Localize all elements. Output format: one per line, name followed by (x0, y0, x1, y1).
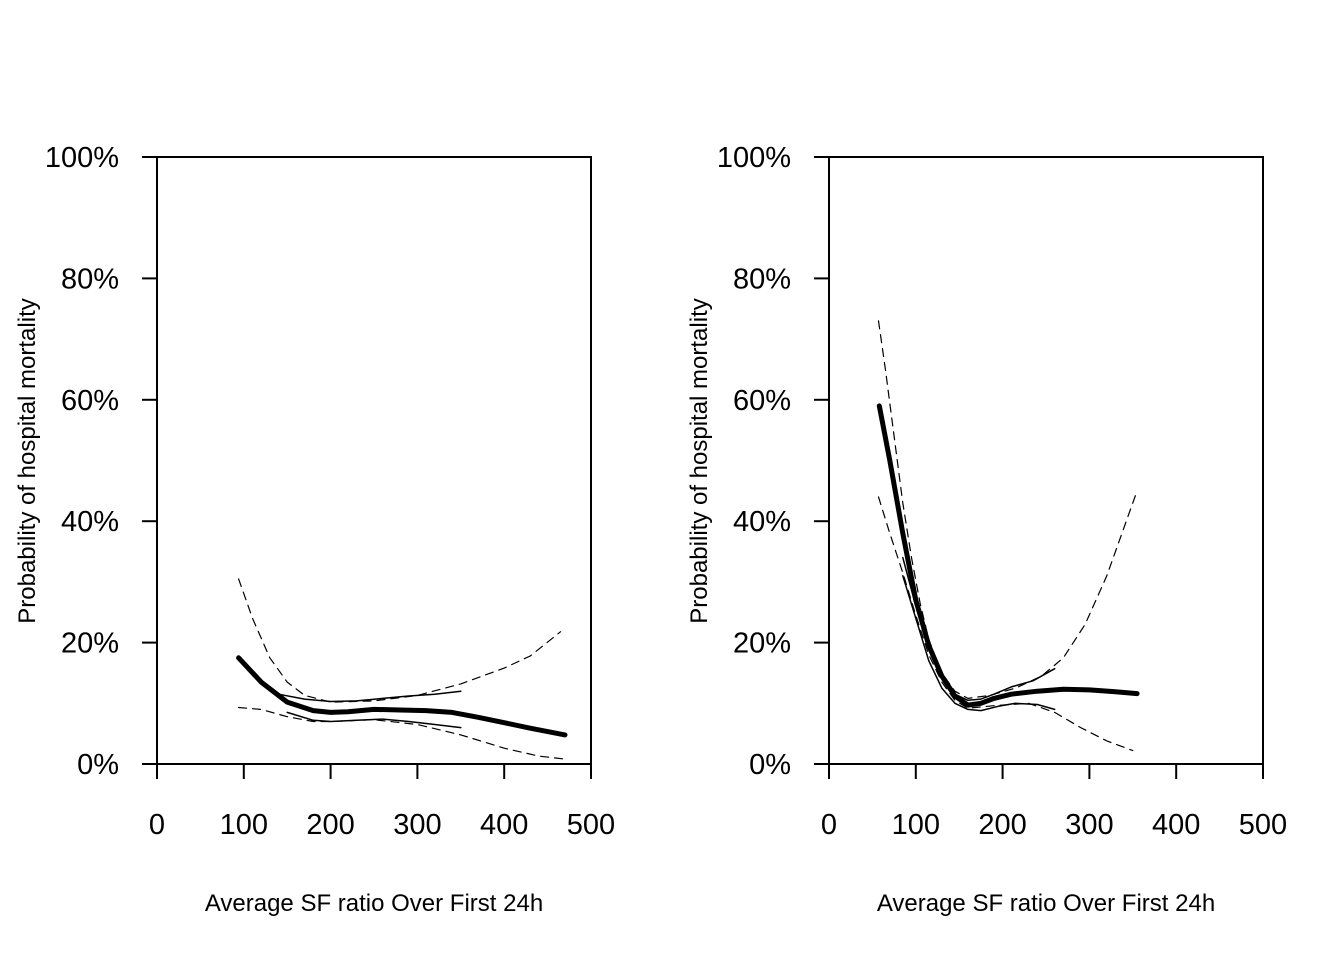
x-tick-label: 400 (1152, 809, 1200, 841)
x-tick-label: 0 (149, 809, 165, 841)
x-tick-label: 100 (892, 809, 940, 841)
y-tick-label: 40% (733, 506, 791, 538)
y-tick-label: 0% (749, 749, 791, 781)
y-tick-label: 80% (733, 263, 791, 295)
x-axis-title: Average SF ratio Over First 24h (877, 890, 1215, 917)
axes: 0 100 200 300 400 500 0% 20% 40% 60% 80% 100% (717, 142, 1287, 841)
series-line-dashed-upper (238, 578, 562, 703)
x-tick-label: 500 (567, 809, 615, 841)
x-tick-label: 200 (306, 809, 354, 841)
y-axis-title: Probability of hospital mortality (686, 298, 713, 623)
y-tick-label: 60% (61, 385, 119, 417)
series-line-dashed-upper (877, 320, 1138, 700)
series-line-thin-solid-lower (286, 711, 462, 729)
plot-frame (156, 156, 592, 765)
y-tick-label: 20% (61, 628, 119, 660)
y-tick-label: 0% (77, 749, 119, 781)
chart-left: 0 100 200 300 400 500 0% 20% 40% 60% 80% 100% Avera… (14, 142, 615, 917)
y-axis-title: Probability of hospital mortality (14, 298, 41, 623)
x-tick-label: 300 (1065, 809, 1113, 841)
x-tick-label: 300 (393, 809, 441, 841)
series-layer (236, 578, 568, 760)
x-tick-label: 0 (821, 809, 837, 841)
y-tick-label: 80% (61, 263, 119, 295)
series-line-thin-solid-lower (902, 575, 1056, 712)
y-tick-label: 20% (733, 628, 791, 660)
series-line-thick-solid (236, 655, 568, 738)
x-axis-title: Average SF ratio Over First 24h (205, 890, 543, 917)
x-tick-label: 400 (480, 809, 528, 841)
x-tick-label: 100 (220, 809, 268, 841)
series-line-thin-solid-upper (277, 690, 462, 703)
axes: 0 100 200 300 400 500 0% 20% 40% 60% 80% 100% (45, 142, 615, 841)
series-line-thick-solid (876, 403, 1140, 708)
x-tick-label: 500 (1239, 809, 1287, 841)
series-line-thin-solid-upper (902, 556, 1056, 702)
chart-right: 0 100 200 300 400 500 0% 20% 40% 60% 80% 100% Avera… (686, 142, 1287, 917)
series-layer (876, 320, 1140, 752)
y-tick-label: 100% (45, 142, 119, 174)
plot-frame (828, 156, 1264, 765)
y-tick-label: 40% (61, 506, 119, 538)
y-tick-label: 100% (717, 142, 791, 174)
series-line-dashed-lower (877, 496, 1134, 752)
series-line-dashed-lower (238, 706, 566, 760)
y-tick-label: 60% (733, 385, 791, 417)
x-tick-label: 200 (978, 809, 1026, 841)
